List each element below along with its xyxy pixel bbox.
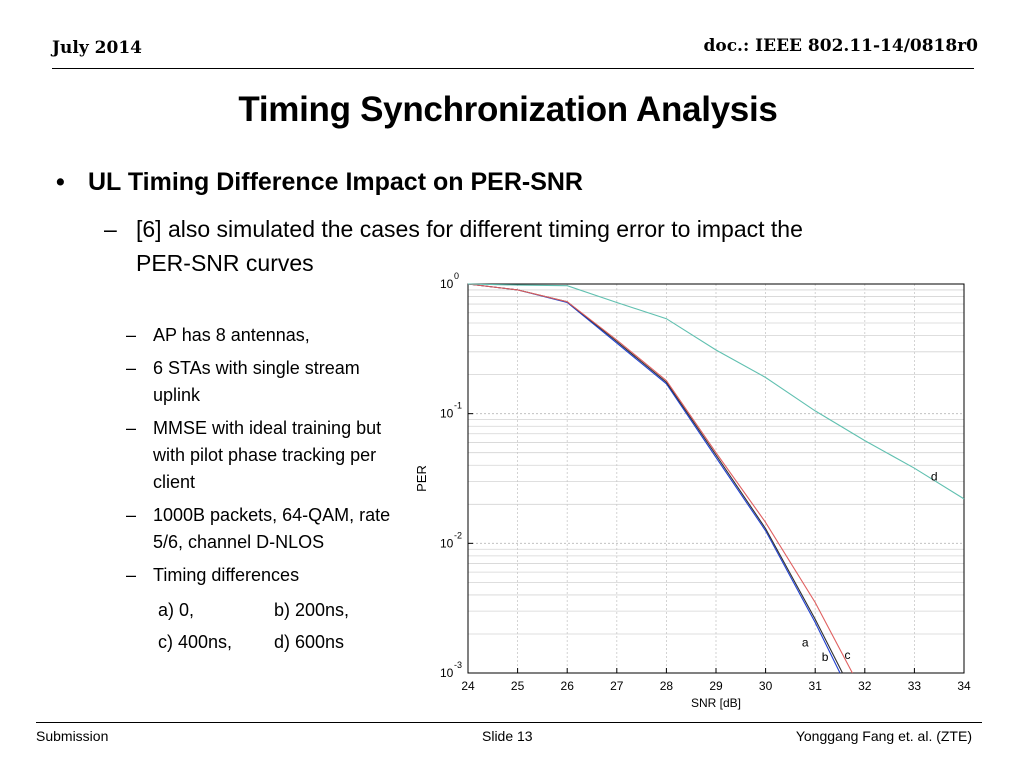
list-item: – AP has 8 antennas, — [126, 322, 396, 349]
x-tick-label: 28 — [660, 679, 674, 693]
x-tick-label: 25 — [511, 679, 525, 693]
bullet-dot: • — [56, 168, 65, 196]
slide-title: Timing Synchronization Analysis — [238, 90, 778, 129]
timing-b: b) 200ns, — [274, 600, 350, 620]
sub-bullet-dash: – — [104, 216, 117, 242]
timing-a: a) 0, — [158, 600, 195, 620]
footer-author: Yonggang Fang et. al. (ZTE) — [795, 728, 972, 744]
y-tick-label-base: 10 — [440, 536, 454, 550]
x-axis-label: SNR [dB] — [691, 696, 741, 710]
footer-slide-number: Slide 13 — [482, 728, 533, 744]
y-tick-label-base: 10 — [440, 277, 454, 291]
series-line-d — [467, 283, 965, 500]
x-tick-label: 34 — [957, 679, 971, 693]
x-tick-label: 27 — [610, 679, 624, 693]
list-item-text: 6 STAs with single stream uplink — [153, 358, 360, 405]
sub-bullet-line1: [6] also simulated the cases for differe… — [136, 216, 803, 242]
y-tick-label-base: 10 — [440, 407, 454, 421]
list-item-text: MMSE with ideal training but with pilot … — [153, 418, 382, 492]
series-label-a: a — [802, 636, 809, 650]
list-item: –1000B packets, 64-QAM, rate 5/6, channe… — [126, 502, 396, 556]
timing-d: d) 600ns — [274, 632, 345, 652]
footer-submission: Submission — [36, 728, 109, 744]
header-date: July 2014 — [52, 38, 142, 58]
series-label-b: b — [822, 650, 829, 664]
x-tick-label: 30 — [759, 679, 773, 693]
list-item-text: 1000B packets, 64-QAM, rate 5/6, channel… — [153, 505, 391, 552]
x-tick-label: 31 — [809, 679, 823, 693]
sub-bullet: – [6] also simulated the cases for differ… — [104, 212, 934, 280]
main-bullet-text: UL Timing Difference Impact on PER-SNR — [88, 168, 583, 196]
y-tick-label-exponent: -1 — [454, 401, 462, 411]
timing-c: c) 400ns, — [158, 632, 233, 652]
list-item-text: Timing differences — [153, 565, 300, 585]
list-item-text: AP has 8 antennas, — [153, 325, 310, 345]
y-tick-label-exponent: 0 — [454, 271, 459, 281]
footer-rule — [36, 722, 982, 723]
details-list: – AP has 8 antennas, –6 STAs with single … — [126, 322, 396, 595]
y-tick-label-base: 10 — [440, 666, 454, 680]
header-rule — [52, 68, 974, 69]
main-bullet: • UL Timing Difference Impact on PER-SNR — [56, 168, 583, 197]
series-label-c: c — [844, 648, 850, 662]
series-label-d: d — [931, 470, 938, 484]
list-item: – Timing differences — [126, 562, 396, 589]
y-axis-label: PER — [414, 465, 429, 492]
series-line-c — [467, 283, 853, 674]
per-snr-chart: 24 25 26 27 28 29 30 31 32 33 3410010-110-210-3SNR… — [414, 271, 971, 710]
x-tick-label: 29 — [709, 679, 723, 693]
list-item: – MMSE with ideal training but with pilot… — [126, 415, 396, 496]
x-tick-label: 32 — [858, 679, 872, 693]
header-doc-id: doc.: IEEE 802.11-14/0818r0 — [703, 36, 978, 56]
sub-bullet-line2: PER-SNR curves — [136, 250, 314, 276]
plot-area — [468, 284, 964, 673]
x-tick-label: 26 — [561, 679, 575, 693]
x-tick-label: 33 — [908, 679, 922, 693]
y-tick-label-exponent: -2 — [454, 530, 462, 540]
list-item: –6 STAs with single stream uplink — [126, 355, 396, 409]
y-tick-label-exponent: -3 — [454, 660, 462, 670]
x-tick-label: 24 — [461, 679, 475, 693]
